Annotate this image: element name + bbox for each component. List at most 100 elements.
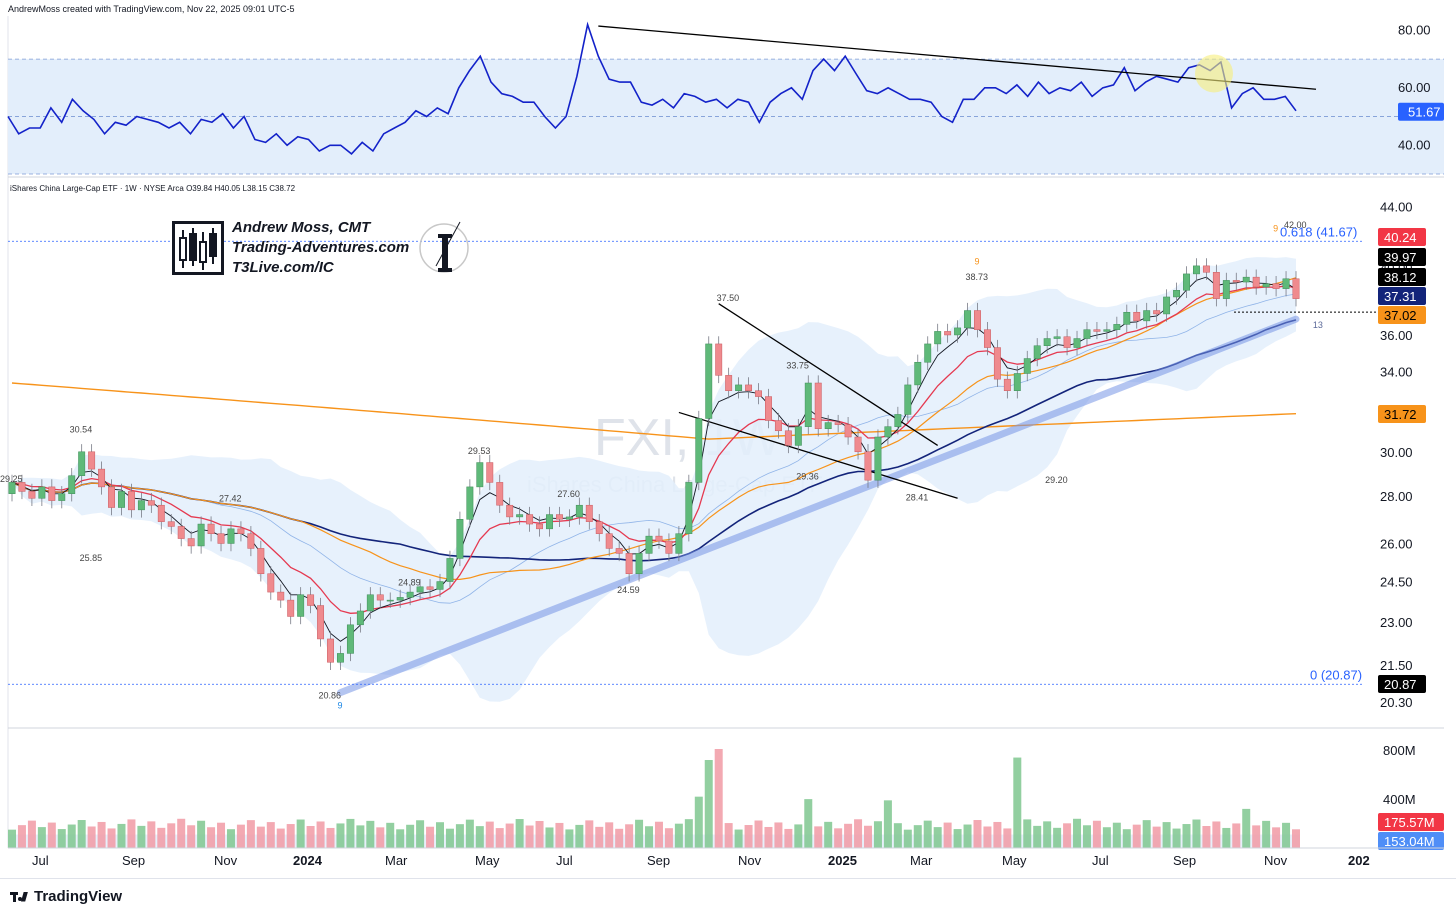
- volume-bar: [316, 821, 325, 848]
- candle-body: [247, 533, 255, 549]
- price-label-badge: [1378, 675, 1426, 693]
- candle-body: [585, 504, 593, 522]
- candle-body: [456, 519, 464, 559]
- volume-bar: [654, 821, 663, 848]
- symbol-ohlc-line: iShares China Large-Cap ETF · 1W · NYSE …: [10, 184, 296, 193]
- volume-bar: [1033, 825, 1042, 848]
- volume-bar: [704, 760, 713, 848]
- price-axis-tick: 20.30: [1380, 695, 1413, 710]
- rsi-axis-tick: 80.00: [1398, 22, 1431, 37]
- volume-bar: [47, 822, 56, 848]
- td-sequential-marker: 9: [337, 700, 342, 710]
- candle-body: [526, 514, 534, 525]
- candle-body: [804, 382, 812, 427]
- price-label-text: 31.72: [1384, 407, 1417, 422]
- td-sequential-marker: 13: [1313, 320, 1323, 330]
- bollinger-band: [12, 257, 1296, 702]
- volume-bar: [525, 825, 534, 848]
- volume-bar: [913, 825, 922, 848]
- price-label-text: 40.24: [1384, 230, 1417, 245]
- candle-body: [277, 591, 285, 601]
- volume-bar: [27, 820, 36, 848]
- time-axis-label: Mar: [385, 853, 408, 868]
- volume-bar: [993, 821, 1002, 848]
- candle-body: [147, 500, 155, 506]
- volume-bar: [555, 822, 564, 848]
- rsi-line: [7, 21, 1297, 155]
- volume-bar: [286, 824, 295, 848]
- author-branding: Andrew Moss, CMT Trading-Adventures.com …: [172, 218, 472, 280]
- candle-body: [645, 535, 653, 554]
- volume-bar: [1192, 819, 1201, 848]
- candle-body: [575, 504, 583, 518]
- time-axis-label: Jul: [1092, 853, 1109, 868]
- author-site-1: Trading-Adventures.com: [232, 239, 410, 256]
- volume-bar: [1043, 821, 1052, 848]
- volume-bar: [475, 826, 484, 848]
- candle-body: [1292, 278, 1300, 299]
- td-sequential-marker: 9: [1273, 224, 1278, 234]
- volume-bar: [873, 821, 882, 848]
- volume-bar: [575, 824, 584, 848]
- volume-bar: [1073, 818, 1082, 848]
- rsi-value-label: 51.67: [1408, 105, 1441, 120]
- volume-bar: [595, 826, 604, 848]
- volume-bar: [455, 824, 464, 848]
- swing-price-label: 27.60: [557, 489, 580, 499]
- ema-black: [11, 276, 1297, 642]
- volume-label-text: 153.04M: [1384, 834, 1435, 849]
- fib-level-label: 0.618 (41.67): [1280, 224, 1357, 239]
- candle-body: [685, 482, 693, 534]
- time-axis-label: 2024: [293, 853, 323, 868]
- candle-body: [496, 482, 504, 506]
- volume-bar: [883, 800, 892, 848]
- wedge-lower-line: [678, 411, 958, 499]
- candle-body: [366, 594, 374, 612]
- swing-price-label: 25.85: [80, 553, 103, 563]
- volume-bar: [864, 825, 872, 848]
- candle-body: [784, 430, 792, 446]
- volume-bar: [903, 829, 912, 848]
- volume-bar: [724, 823, 733, 848]
- volume-bar: [1142, 820, 1151, 848]
- candle-body: [864, 451, 872, 481]
- candle-body: [565, 516, 573, 520]
- volume-bar: [1112, 822, 1121, 848]
- volume-label-badge: [1378, 813, 1444, 831]
- candle-body: [416, 586, 424, 593]
- volume-bar: [645, 826, 654, 848]
- volume-bar: [346, 818, 355, 848]
- attribution-text: AndrewMoss created with TradingView.com,…: [8, 4, 295, 14]
- volume-label-badge: [1378, 832, 1444, 850]
- candle-body: [187, 538, 195, 547]
- volume-bar: [754, 820, 763, 848]
- candle-body: [68, 475, 76, 494]
- volume-bar: [246, 820, 255, 848]
- price-label-text: 39.97: [1384, 250, 1417, 265]
- candle-body: [287, 599, 295, 617]
- volume-bar: [77, 820, 86, 848]
- volume-bar: [256, 826, 265, 848]
- volume-bar: [217, 822, 226, 848]
- candle-body: [506, 504, 514, 518]
- volume-bar: [625, 824, 634, 848]
- volume-bar: [485, 821, 494, 848]
- candle-body: [297, 594, 305, 617]
- swing-price-label: 29.25: [0, 474, 23, 484]
- candle-body: [58, 493, 66, 501]
- time-axis-label: Mar: [910, 853, 933, 868]
- volume-bar: [67, 824, 76, 848]
- candle-body: [635, 553, 643, 574]
- time-axis-label: Sep: [1173, 853, 1196, 868]
- volume-bar: [774, 822, 783, 848]
- volume-bar: [1122, 829, 1131, 848]
- candle-body: [974, 310, 981, 330]
- volume-bar: [336, 823, 345, 848]
- candle-body: [1053, 336, 1061, 339]
- tradingview-logo-text: TradingView: [34, 888, 123, 905]
- volume-bar: [1063, 823, 1072, 848]
- tradingview-logo[interactable]: TradingView: [10, 888, 122, 905]
- swing-price-label: 27.42: [219, 493, 242, 503]
- volume-axis-tick: 400M: [1383, 792, 1416, 807]
